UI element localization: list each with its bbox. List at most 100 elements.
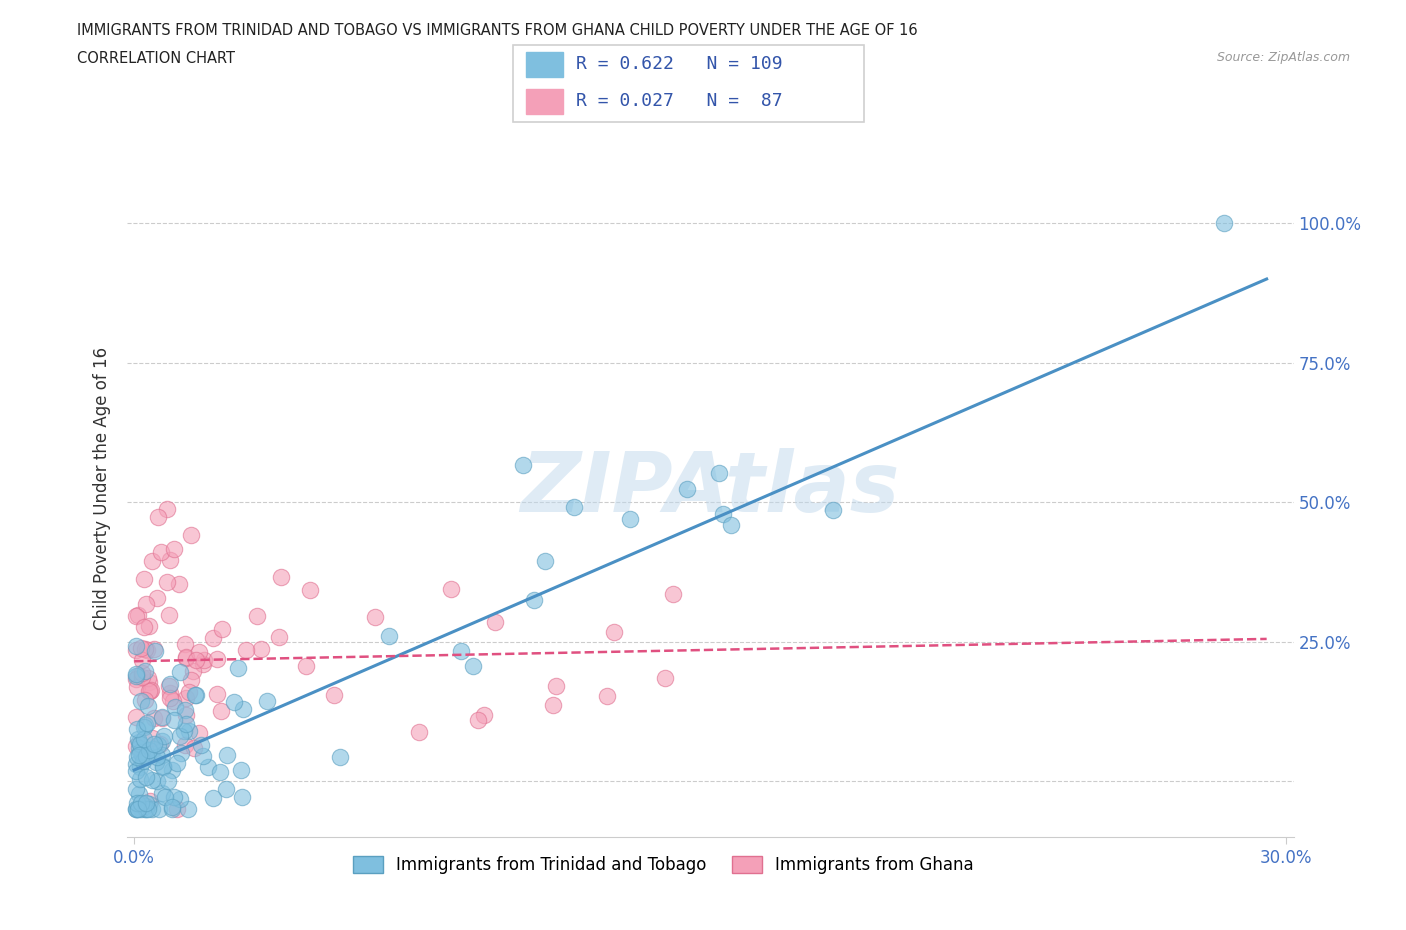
Text: ZIPAtlas: ZIPAtlas	[520, 447, 900, 529]
Point	[512, 458, 534, 472]
Point	[128, 740, 150, 755]
Point	[169, 792, 191, 807]
Point	[145, 750, 167, 764]
Point	[190, 737, 212, 752]
Point	[134, 802, 156, 817]
Point	[132, 619, 155, 634]
Point	[146, 591, 169, 605]
Point	[173, 636, 195, 651]
Point	[136, 698, 159, 713]
Point	[1213, 216, 1236, 231]
Point	[142, 711, 165, 725]
Point	[211, 621, 233, 636]
Point	[267, 630, 290, 644]
Point	[205, 651, 228, 666]
Point	[157, 607, 180, 622]
Point	[163, 712, 186, 727]
Point	[125, 802, 148, 817]
Point	[153, 729, 176, 744]
Point	[136, 802, 159, 817]
Point	[131, 653, 153, 668]
Point	[125, 667, 148, 682]
Point	[163, 699, 186, 714]
Point	[135, 748, 157, 763]
Point	[184, 687, 207, 702]
Point	[135, 795, 157, 810]
FancyBboxPatch shape	[513, 46, 865, 122]
Point	[159, 690, 181, 705]
Text: IMMIGRANTS FROM TRINIDAD AND TOBAGO VS IMMIGRANTS FROM GHANA CHILD POVERTY UNDER: IMMIGRANTS FROM TRINIDAD AND TOBAGO VS I…	[77, 23, 918, 38]
Point	[156, 575, 179, 590]
Point	[125, 668, 148, 683]
Point	[184, 688, 207, 703]
Point	[157, 679, 180, 694]
Point	[180, 527, 202, 542]
Point	[170, 746, 193, 761]
Point	[177, 802, 200, 817]
Point	[128, 735, 150, 750]
Point	[246, 608, 269, 623]
Point	[160, 763, 183, 777]
Point	[184, 653, 207, 668]
Text: CORRELATION CHART: CORRELATION CHART	[77, 51, 235, 66]
Point	[150, 545, 173, 560]
Point	[125, 764, 148, 778]
Point	[138, 743, 160, 758]
Legend: Immigrants from Trinidad and Tobago, Immigrants from Ghana: Immigrants from Trinidad and Tobago, Imm…	[346, 849, 980, 881]
Point	[152, 758, 174, 773]
Point	[174, 708, 197, 723]
Point	[408, 724, 430, 739]
Point	[163, 541, 186, 556]
Point	[125, 796, 148, 811]
Point	[720, 517, 742, 532]
Point	[129, 772, 152, 787]
Point	[129, 802, 152, 817]
Point	[159, 685, 181, 700]
Point	[191, 657, 214, 671]
Point	[134, 718, 156, 733]
Point	[159, 552, 181, 567]
Point	[134, 572, 156, 587]
Point	[176, 690, 198, 705]
Point	[138, 618, 160, 633]
Point	[602, 624, 624, 639]
Point	[138, 797, 160, 812]
Point	[150, 734, 173, 749]
Point	[250, 642, 273, 657]
Point	[125, 679, 148, 694]
Point	[135, 770, 157, 785]
Point	[322, 687, 344, 702]
Point	[148, 737, 170, 752]
Point	[129, 760, 152, 775]
Point	[619, 512, 641, 526]
Point	[139, 794, 162, 809]
Point	[129, 694, 152, 709]
Point	[711, 507, 734, 522]
Point	[174, 738, 197, 753]
Point	[127, 731, 149, 746]
Point	[256, 693, 278, 708]
Point	[142, 741, 165, 756]
Point	[128, 748, 150, 763]
Point	[143, 644, 166, 658]
Point	[150, 710, 173, 724]
Point	[129, 745, 152, 760]
Point	[166, 755, 188, 770]
Point	[134, 798, 156, 813]
Point	[562, 499, 585, 514]
Point	[544, 678, 567, 693]
Point	[125, 802, 148, 817]
Point	[145, 754, 167, 769]
Point	[173, 724, 195, 738]
Y-axis label: Child Poverty Under the Age of 16: Child Poverty Under the Age of 16	[93, 347, 111, 630]
Point	[193, 749, 215, 764]
Point	[127, 669, 149, 684]
Point	[146, 510, 169, 525]
Point	[125, 757, 148, 772]
Point	[132, 719, 155, 734]
Point	[167, 577, 190, 591]
Point	[467, 712, 489, 727]
Text: R = 0.027   N =  87: R = 0.027 N = 87	[575, 92, 782, 111]
Point	[654, 671, 676, 685]
Point	[127, 802, 149, 817]
